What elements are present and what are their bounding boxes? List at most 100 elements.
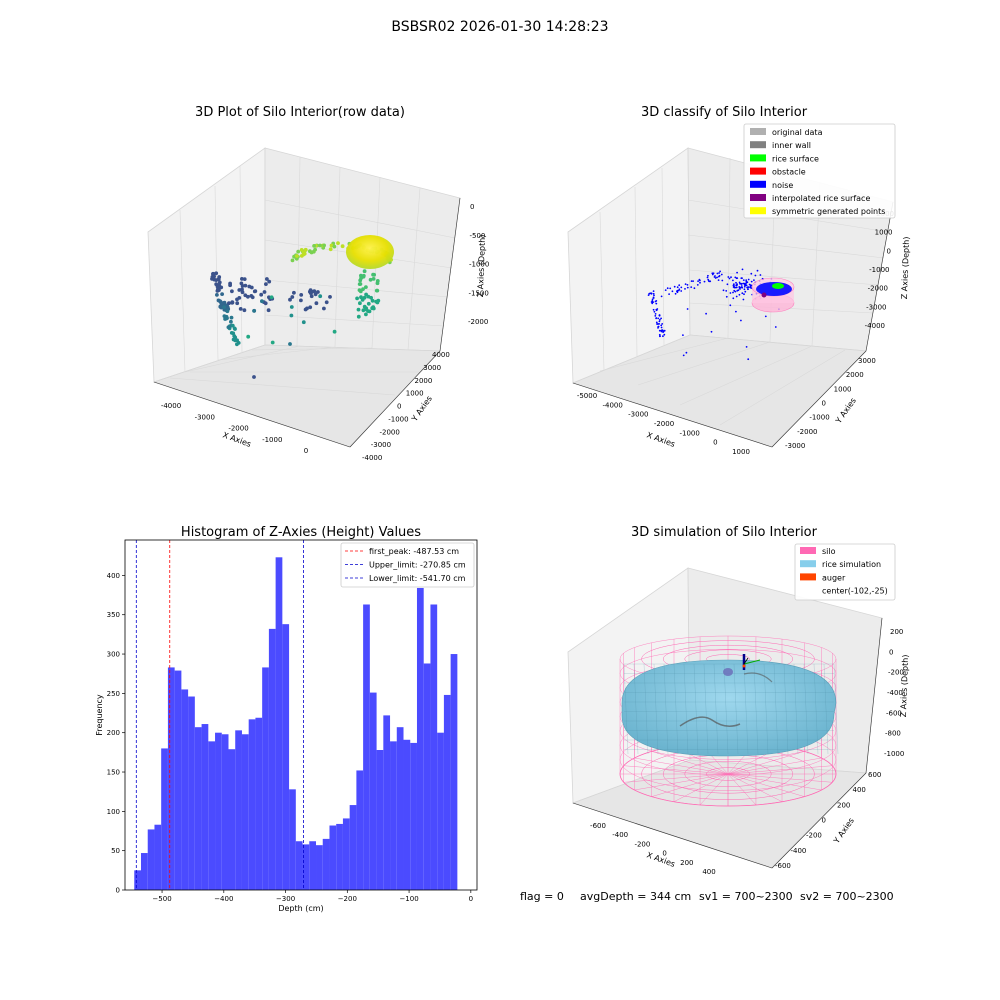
noise-point xyxy=(650,301,653,303)
noise-point xyxy=(661,323,664,325)
noise-point xyxy=(655,321,658,324)
legend-label: Lower_limit: -541.70 cm xyxy=(369,574,466,583)
raw-data-point xyxy=(371,277,376,281)
noise-point xyxy=(685,351,688,354)
raw-data-point xyxy=(312,244,316,248)
raw-data-point xyxy=(328,295,332,299)
histogram-y-tick-label: 0 xyxy=(116,887,120,895)
noise-point xyxy=(693,287,696,290)
noise-point xyxy=(666,287,669,290)
raw-data-point xyxy=(289,305,294,309)
noise-point xyxy=(703,280,706,283)
noise-point xyxy=(717,279,720,281)
raw-data-point xyxy=(240,287,244,292)
raw-data-point xyxy=(318,243,322,248)
noise-point xyxy=(734,276,737,279)
noise-point xyxy=(741,277,743,280)
noise-point xyxy=(728,277,731,280)
noise-point xyxy=(682,354,685,357)
simulation-x-axis-label: X Axies xyxy=(645,850,676,869)
legend-label: interpolated rice surface xyxy=(772,194,870,203)
noise-point xyxy=(663,333,666,336)
legend-label: original data xyxy=(772,128,823,137)
raw-data-point xyxy=(217,280,222,285)
raw-data-point xyxy=(289,313,294,318)
noise-point xyxy=(686,308,689,310)
noise-point xyxy=(736,277,739,279)
raw-data-point xyxy=(227,325,231,330)
noise-point xyxy=(674,292,677,295)
classify-x-tick-label: -4000 xyxy=(602,401,622,409)
classify-y-tick-label: 1000 xyxy=(834,385,852,393)
simulation-z-tick-label: -600 xyxy=(886,709,902,717)
raw-data-point xyxy=(214,271,219,276)
noise-point xyxy=(733,285,736,287)
raw-data-point xyxy=(290,295,295,299)
noise-point xyxy=(662,331,664,333)
legend-label: rice simulation xyxy=(822,560,881,569)
noise-point xyxy=(759,274,762,276)
rice-simulation-surface xyxy=(621,659,839,757)
noise-point xyxy=(709,280,712,283)
noise-point xyxy=(744,284,746,286)
raw-data-point xyxy=(227,301,231,306)
histogram-bar xyxy=(140,853,148,890)
raw-data-point xyxy=(332,329,337,334)
status-line: flag = 0 avgDepth = 344 cm sv1 = 700~230… xyxy=(520,890,894,903)
histogram-bar xyxy=(289,789,296,890)
legend-swatch xyxy=(750,154,766,162)
noise-point xyxy=(774,326,777,328)
raw-data-point xyxy=(225,309,230,314)
raw-data-point xyxy=(238,307,243,311)
simulation-x-tick-label: -600 xyxy=(590,822,606,830)
noise-point xyxy=(719,270,721,273)
noise-point xyxy=(732,279,734,282)
noise-point xyxy=(754,274,757,277)
raw-data-3d-panel: 3D Plot of Silo Interior(row data) -400 xyxy=(147,105,489,462)
histogram-x-axis-label: Depth (cm) xyxy=(278,904,323,913)
raw-data-point xyxy=(356,307,361,312)
raw-data-point xyxy=(364,307,369,312)
noise-point xyxy=(738,287,741,289)
avg-depth-status: avgDepth = 344 cm xyxy=(580,890,691,903)
classify-z-tick-label: 0 xyxy=(887,247,891,255)
histogram-bar xyxy=(215,732,222,890)
simulation-y-tick-label: -600 xyxy=(775,862,791,870)
raw-data-point xyxy=(233,335,238,340)
noise-point xyxy=(725,295,728,298)
raw-data-point xyxy=(309,250,314,255)
noise-point xyxy=(725,290,728,292)
simulation-y-axis-label: Y Axies xyxy=(831,816,856,846)
noise-point xyxy=(707,274,709,277)
noise-point xyxy=(718,275,720,278)
histogram-x-tick-label: 0 xyxy=(469,895,473,903)
histogram-y-tick-label: 400 xyxy=(107,572,120,580)
histogram-bar xyxy=(241,734,249,890)
raw-data-point xyxy=(240,277,244,281)
raw-data-point xyxy=(267,279,272,284)
raw-data-point xyxy=(246,334,251,339)
raw-data-point xyxy=(249,294,254,298)
noise-point xyxy=(678,284,681,287)
raw-data-point xyxy=(361,308,366,313)
raw-data-point xyxy=(328,247,333,252)
histogram-bar xyxy=(201,724,209,890)
classify-x-tick-label: 1000 xyxy=(732,448,750,456)
raw-data-point xyxy=(364,312,368,317)
raw-data-point xyxy=(221,301,226,306)
histogram-bar xyxy=(154,824,162,890)
simulation-y-tick-label: 200 xyxy=(837,801,850,809)
simulation-z-tick-label: -400 xyxy=(887,689,903,697)
histogram-bar xyxy=(309,841,317,890)
raw-data-point xyxy=(375,281,380,286)
noise-point xyxy=(653,310,656,313)
raw-data-point xyxy=(299,298,303,303)
noise-point xyxy=(735,286,738,289)
classify-z-tick-label: -3000 xyxy=(866,303,886,311)
raw-data-point xyxy=(222,305,227,309)
raw-dense-surface-cluster xyxy=(346,235,394,269)
noise-point xyxy=(741,286,744,289)
noise-point xyxy=(726,283,729,286)
noise-point xyxy=(732,291,734,294)
noise-point xyxy=(651,298,654,301)
